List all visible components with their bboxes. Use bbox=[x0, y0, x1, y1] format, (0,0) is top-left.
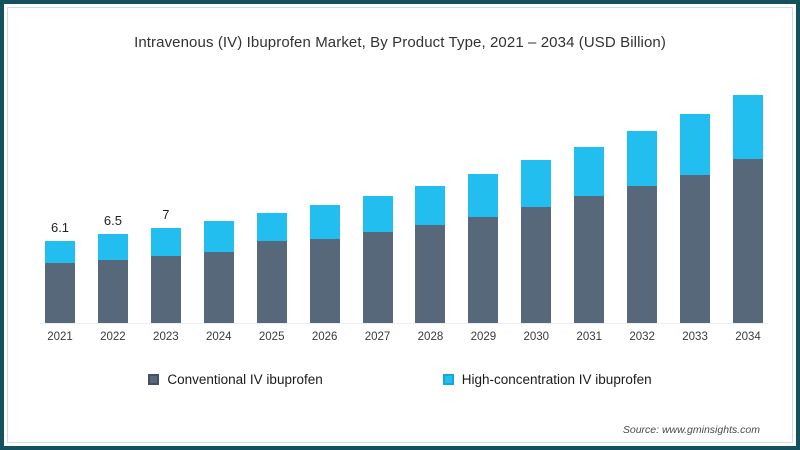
bar-segment-high-concentration bbox=[468, 174, 499, 217]
legend-swatch-icon bbox=[148, 374, 160, 385]
bar-column bbox=[569, 84, 609, 324]
x-axis-tick-labels: 2021 2022 2023 2024 2025 2026 2027 2028 2029 2030… bbox=[40, 326, 768, 348]
bar-segment-high-concentration bbox=[97, 234, 128, 260]
x-axis-tick-2031: 2031 bbox=[576, 331, 603, 343]
bar-segment-high-concentration bbox=[256, 213, 287, 241]
bar-segment-high-concentration bbox=[732, 95, 763, 159]
bar-segment-high-concentration bbox=[150, 228, 181, 256]
x-axis-tick-2025: 2025 bbox=[258, 331, 285, 343]
bar-segment-conventional bbox=[256, 241, 287, 324]
bar-column bbox=[675, 84, 715, 324]
bar-segment-conventional bbox=[732, 159, 763, 324]
bar-segment-conventional bbox=[468, 217, 499, 324]
source-attribution: Source: www.gminsights.com bbox=[622, 424, 760, 436]
x-axis-tick-2034: 2034 bbox=[735, 331, 761, 343]
bar-column bbox=[358, 84, 398, 324]
plot-area: 6.1 6.5 7 bbox=[40, 84, 768, 324]
bar-segment-high-concentration bbox=[521, 160, 552, 207]
legend-item[interactable]: High-concentration IV ibuprofen bbox=[442, 372, 652, 387]
bar-segment-high-concentration bbox=[415, 186, 446, 225]
x-axis-tick-2026: 2026 bbox=[311, 331, 338, 343]
stacked-bar bbox=[97, 234, 128, 324]
bar-segment-high-concentration bbox=[45, 241, 75, 263]
bar-column bbox=[305, 84, 345, 324]
bar-segment-conventional bbox=[45, 263, 75, 324]
x-axis-tick-2022: 2022 bbox=[100, 331, 126, 343]
legend-swatch-icon bbox=[442, 374, 454, 385]
chart-legend: Conventional IV ibuprofen High-concentrat… bbox=[4, 372, 796, 387]
stacked-bar bbox=[150, 228, 181, 324]
x-axis-baseline bbox=[40, 323, 768, 324]
bar-segment-conventional bbox=[309, 239, 340, 324]
x-axis-tick-2027: 2027 bbox=[364, 331, 391, 343]
bar-segment-conventional bbox=[627, 186, 658, 324]
bar-value-label: 7 bbox=[162, 207, 170, 222]
bar-column: 6.5 bbox=[93, 84, 133, 324]
bar-segment-conventional bbox=[680, 175, 711, 324]
stacked-bar bbox=[732, 95, 763, 324]
legend-label: Conventional IV ibuprofen bbox=[167, 372, 323, 387]
stacked-bar bbox=[680, 114, 711, 324]
legend-item[interactable]: Conventional IV ibuprofen bbox=[148, 372, 323, 387]
bar-column bbox=[252, 84, 292, 324]
bar-segment-conventional bbox=[521, 207, 552, 324]
bar-value-label: 6.5 bbox=[103, 213, 122, 228]
x-axis-tick-2029: 2029 bbox=[470, 331, 497, 343]
bar-column bbox=[622, 84, 662, 324]
bar-segment-conventional bbox=[362, 232, 393, 324]
bar-segment-conventional bbox=[203, 252, 234, 324]
stacked-bar bbox=[415, 186, 446, 324]
x-axis-tick-2021: 2021 bbox=[47, 331, 73, 343]
stacked-bar bbox=[362, 196, 393, 324]
chart-title: Intravenous (IV) Ibuprofen Market, By Pr… bbox=[134, 34, 666, 51]
x-axis-tick-2023: 2023 bbox=[153, 331, 179, 343]
bar-segment-high-concentration bbox=[309, 205, 340, 239]
bar-column bbox=[463, 84, 503, 324]
x-axis-tick-2024: 2024 bbox=[205, 331, 232, 343]
bar-series-group: 6.1 6.5 7 bbox=[40, 84, 768, 324]
bar-segment-high-concentration bbox=[362, 196, 393, 232]
bar-column: 7 bbox=[146, 84, 186, 324]
stacked-bar bbox=[203, 221, 234, 324]
bar-segment-high-concentration bbox=[203, 221, 234, 252]
bar-segment-conventional bbox=[415, 225, 446, 324]
stacked-bar bbox=[521, 160, 552, 324]
bar-segment-conventional bbox=[150, 256, 181, 324]
x-axis-tick-2033: 2033 bbox=[682, 331, 708, 343]
bar-segment-conventional bbox=[97, 260, 128, 324]
bar-column bbox=[410, 84, 450, 324]
stacked-bar bbox=[627, 131, 658, 324]
bar-segment-high-concentration bbox=[574, 147, 605, 196]
stacked-bar bbox=[256, 213, 287, 324]
bar-value-label: 6.1 bbox=[50, 220, 70, 235]
x-axis-tick-2030: 2030 bbox=[523, 331, 550, 343]
bar-segment-high-concentration bbox=[627, 131, 658, 186]
bar-column: 6.1 bbox=[40, 84, 80, 324]
stacked-bar bbox=[309, 205, 340, 324]
stacked-bar bbox=[574, 147, 605, 324]
bar-column bbox=[516, 84, 556, 324]
bar-segment-conventional bbox=[574, 196, 605, 324]
legend-label: High-concentration IV ibuprofen bbox=[461, 372, 652, 387]
stacked-bar bbox=[468, 174, 499, 324]
x-axis-tick-2028: 2028 bbox=[417, 331, 444, 343]
stacked-bar bbox=[45, 241, 75, 324]
bar-column bbox=[728, 84, 768, 324]
bar-segment-high-concentration bbox=[680, 114, 711, 175]
x-axis-tick-2032: 2032 bbox=[629, 331, 655, 343]
bar-column bbox=[199, 84, 239, 324]
